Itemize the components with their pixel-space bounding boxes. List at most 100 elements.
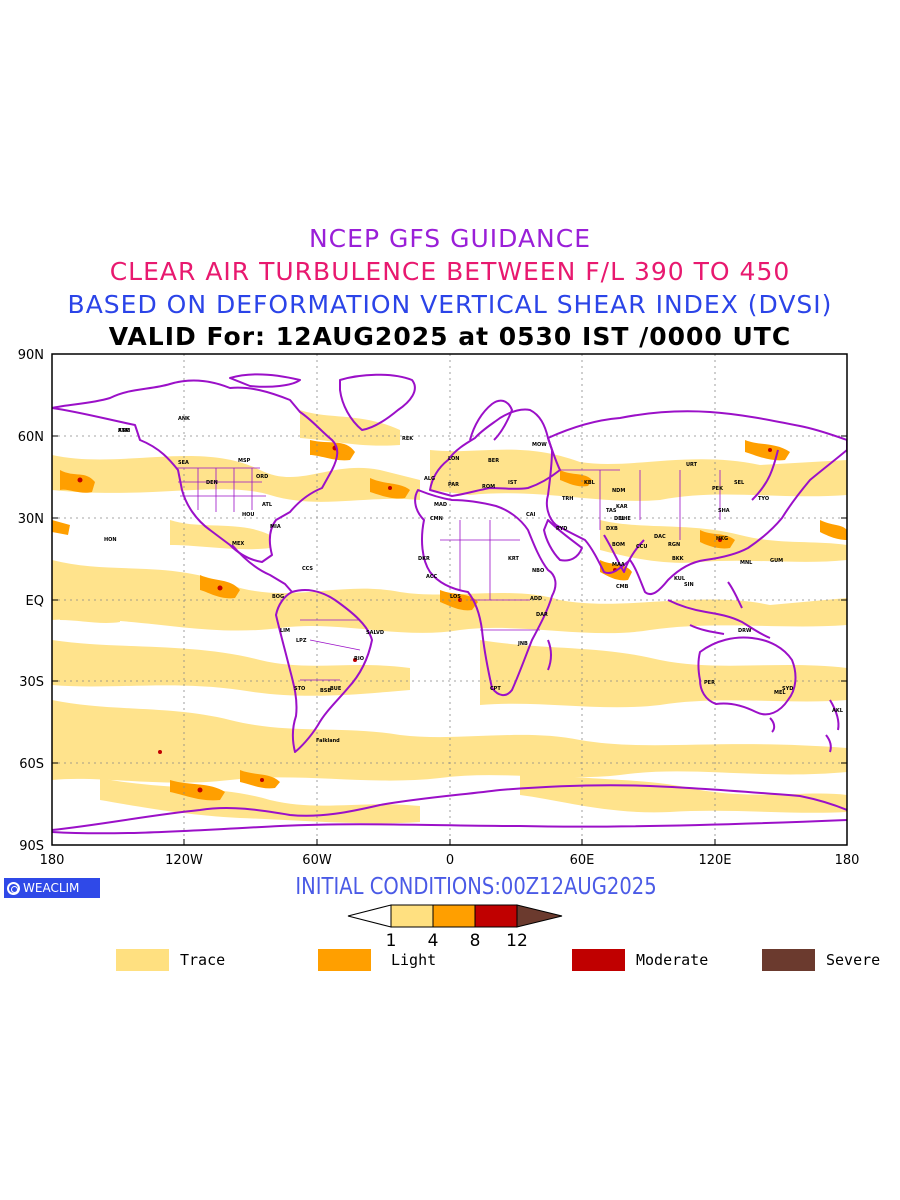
station-label: KUL xyxy=(674,576,686,582)
station-label: MAD xyxy=(434,502,447,508)
colorbar: 1 4 8 12 xyxy=(347,904,563,951)
station-label: ROM xyxy=(482,484,495,490)
logo-text: WEACLIM xyxy=(23,881,80,895)
station-label: BOM xyxy=(612,542,625,548)
title-agency: NCEP GFS GUIDANCE xyxy=(308,224,591,253)
station-label: KRT xyxy=(508,556,520,562)
station-label: JNB xyxy=(517,641,528,647)
legend-label-severe: Severe xyxy=(826,951,881,969)
station-label: DAR xyxy=(536,612,548,618)
colorbar-tick: 8 xyxy=(470,931,481,951)
station-label: MEX xyxy=(232,541,244,547)
station-label: IST xyxy=(508,480,517,486)
legend-label-moderate: Moderate xyxy=(636,951,709,969)
lon-label: 0 xyxy=(446,853,454,868)
lon-label: 60E xyxy=(570,853,595,868)
station-label: BOG xyxy=(272,594,284,600)
station-label: ACC xyxy=(426,574,438,580)
legend-swatch-trace xyxy=(116,949,169,971)
station-label: BER xyxy=(488,458,499,464)
lon-labels: 180 120W 60W 0 60E 120E 180 xyxy=(40,853,860,868)
station-label: MSP xyxy=(238,458,251,464)
colorbar-tick: 1 xyxy=(386,931,397,951)
colorbar-tick: 12 xyxy=(506,931,528,951)
station-label: HKG xyxy=(716,536,728,542)
moderate-areas xyxy=(77,445,772,793)
station-label: BSB xyxy=(320,688,331,694)
station-label: AKL xyxy=(832,708,844,714)
station-label: SEA xyxy=(178,460,189,466)
station-label: CCS xyxy=(302,566,313,572)
station-label: ORD xyxy=(256,474,268,480)
station-label: ADD xyxy=(530,596,542,602)
station-label: HON xyxy=(104,537,117,543)
colorbar-tick: 4 xyxy=(428,931,439,951)
lon-label: 60W xyxy=(302,853,332,868)
station-label: Falkland xyxy=(316,738,340,744)
lat-label: 30N xyxy=(18,512,44,527)
station-label: SHA xyxy=(718,508,730,514)
station-label: RGN xyxy=(668,542,680,548)
station-label: PER xyxy=(704,680,715,686)
colorbar-trace xyxy=(390,904,434,928)
turbulence-layer xyxy=(52,354,847,845)
logo-mark-icon xyxy=(7,881,20,895)
station-label: CMB xyxy=(616,584,629,590)
station-label: ANK xyxy=(178,416,191,422)
station-label: SYD xyxy=(782,686,793,692)
colorbar-severe-arrow xyxy=(516,904,563,928)
station-label: ALG xyxy=(424,476,435,482)
station-label: SALVD xyxy=(366,630,384,636)
colorbar-light xyxy=(432,904,476,928)
station-label: ATL xyxy=(262,502,273,508)
lat-label: 60N xyxy=(18,430,44,445)
station-label: ANC xyxy=(118,428,130,434)
station-label: KBL xyxy=(584,480,596,486)
graticule xyxy=(52,354,847,845)
station-label: LIM xyxy=(280,628,290,634)
legend-swatch-moderate xyxy=(572,949,625,971)
station-label: HOU xyxy=(242,512,255,518)
station-label: SIN xyxy=(684,582,694,588)
station-label: NDM xyxy=(612,488,625,494)
station-label: BUE xyxy=(330,686,342,692)
initial-conditions: INITIAL CONDITIONS:00Z12AUG2025 xyxy=(295,874,657,900)
station-label: DKR xyxy=(418,556,430,562)
station-label: MOW xyxy=(532,442,547,448)
lat-label: 30S xyxy=(19,675,44,690)
lat-label: 90S xyxy=(19,839,44,854)
station-label: RYD xyxy=(556,526,567,532)
station-label: DRW xyxy=(738,628,752,634)
legend-label-light: Light xyxy=(391,951,437,969)
colorbar-low-arrow xyxy=(347,904,392,928)
station-label: MIA xyxy=(270,524,281,530)
station-label: CMN xyxy=(430,516,443,522)
station-label: LOS xyxy=(450,594,461,600)
lon-label: 180 xyxy=(835,853,860,868)
station-label: TAS xyxy=(606,508,617,514)
station-label: CCU xyxy=(636,544,647,550)
title-method: BASED ON DEFORMATION VERTICAL SHEAR INDE… xyxy=(67,290,833,319)
station-label: MEL xyxy=(774,690,786,696)
station-label: TRH xyxy=(562,496,573,502)
lat-labels: 90N 60N 30N EQ 30S 60S 90S xyxy=(18,348,44,854)
lat-label: 60S xyxy=(19,757,44,772)
station-labels: ANC ANK SEA MSP ORD DEN ATL MIA HOU HON MEX BOG LIM L… xyxy=(104,416,844,744)
station-label: CAI xyxy=(526,512,536,518)
station-label: PAR xyxy=(448,482,459,488)
station-label: DEL xyxy=(614,516,626,522)
station-label: DEN xyxy=(206,480,218,486)
borders xyxy=(176,467,721,681)
lon-label: 120E xyxy=(698,853,731,868)
station-label: PEK xyxy=(712,486,724,492)
station-label: KAR xyxy=(616,504,628,510)
station-label: NBO xyxy=(532,568,544,574)
legend-swatch-light xyxy=(318,949,371,971)
title-product: CLEAR AIR TURBULENCE BETWEEN F/L 390 TO … xyxy=(109,257,791,286)
coastlines xyxy=(52,373,847,835)
station-label: GUM xyxy=(770,558,783,564)
title-valid-time: VALID For: 12AUG2025 at 0530 IST /0000 U… xyxy=(108,322,792,351)
station-label: LON xyxy=(448,456,459,462)
station-label: MAA xyxy=(612,562,625,568)
